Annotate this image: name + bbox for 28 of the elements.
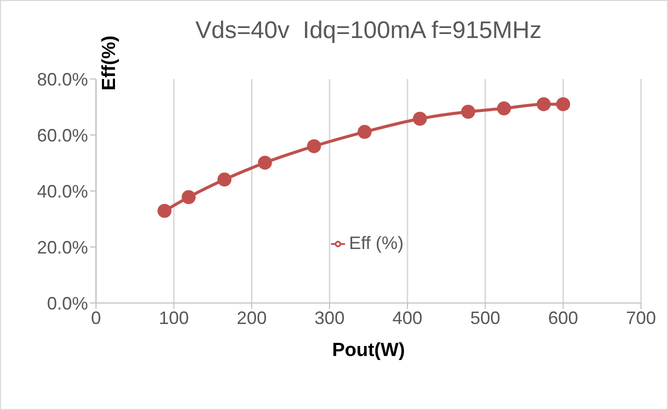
point: [496, 101, 511, 116]
y-tick-label: 80.0%: [36, 69, 88, 90]
x-tick-label: 200: [236, 308, 267, 328]
x-tick-label: 100: [158, 308, 189, 328]
x-tick-label: 600: [548, 308, 578, 328]
y-tick-label: 60.0%: [36, 125, 88, 146]
point: [536, 97, 551, 112]
y-tick-label: 20.0%: [36, 237, 88, 258]
x-tick-label: 300: [314, 308, 345, 328]
legend-label: Eff (%): [349, 233, 404, 253]
x-axis-title: Pout(W): [331, 340, 406, 362]
point: [461, 104, 476, 119]
point: [217, 172, 232, 187]
y-tick-label: 0.0%: [46, 293, 88, 314]
point: [307, 139, 321, 154]
x-tick-label: 400: [392, 308, 422, 328]
point: [258, 156, 272, 170]
point: [182, 190, 196, 204]
point: [158, 204, 172, 218]
chart-title: Vds=40v Idq=100mA f=915MHz: [195, 17, 542, 44]
point: [358, 124, 372, 139]
point: [556, 97, 570, 112]
x-tick-label: 0: [90, 308, 102, 328]
y-axis-title: Eff(%): [99, 36, 121, 90]
y-tick-label: 40.0%: [36, 181, 88, 202]
x-tick-label: 500: [470, 308, 500, 328]
x-tick-label: 700: [626, 308, 656, 328]
point: [412, 112, 427, 126]
